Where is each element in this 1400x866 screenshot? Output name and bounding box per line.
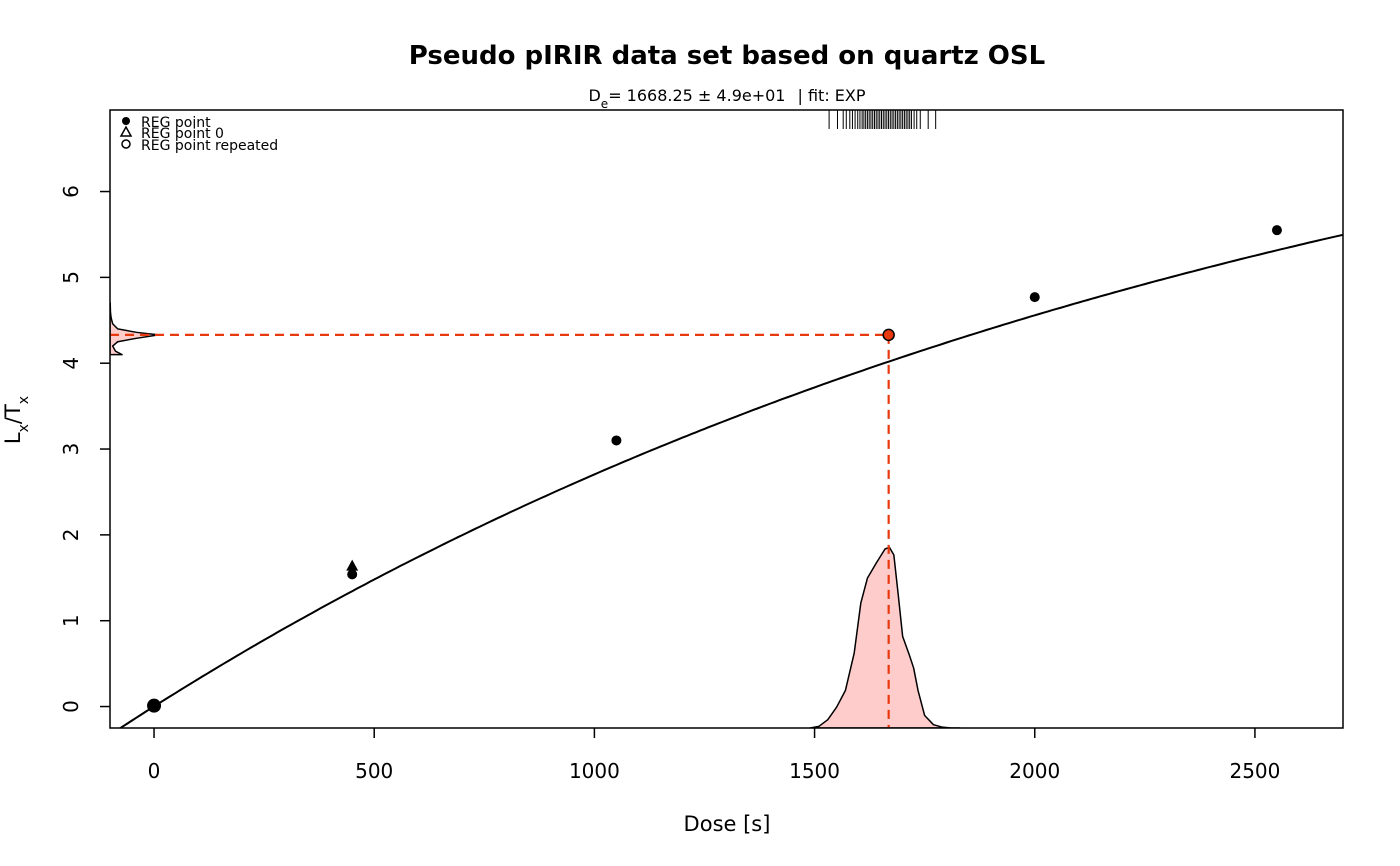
dose-density-area [809,546,961,728]
y-tick-label: 2 [59,529,83,542]
x-axis-label: Dose [s] [684,812,771,836]
fit-curve [118,233,1343,728]
x-tick-label: 2500 [1229,759,1280,783]
legend: REG point REG point 0 REG point repeated [119,115,278,154]
lx-density-area [110,302,160,356]
legend-symbol-open-triangle [119,125,133,137]
y-tick-label: 6 [59,185,83,198]
reg-point [1029,292,1040,303]
y-tick-label: 0 [59,700,83,713]
x-tick-label: 0 [148,759,161,783]
y-tick-label: 1 [59,614,83,627]
plot-frame [109,109,1344,729]
reg-point [1271,225,1282,236]
reg-point [147,698,162,713]
de-point [882,328,895,342]
legend-label-reg-point-repeated: REG point repeated [141,138,278,154]
reg-point [347,569,358,580]
legend-symbol-open-circle [121,139,131,149]
reg-point-triangle [346,559,359,571]
x-axis: 0 500 1000 1500 2000 2500 [148,728,1280,783]
plot-area [110,110,1343,728]
chart-subtitle: De= 1668.25 ± 4.9e+01 | fit: EXP [588,86,865,111]
y-tick-label: 4 [59,357,83,370]
y-tick-label: 3 [59,443,83,456]
y-tick-label: 5 [59,271,83,284]
x-tick-label: 1500 [789,759,840,783]
x-tick-label: 1000 [569,759,620,783]
y-axis-label: Lx/Tx [1,396,32,444]
legend-label-reg-point-0: REG point 0 [141,126,224,142]
reg-point [611,435,622,446]
chart-title: Pseudo pIRIR data set based on quartz OS… [409,41,1045,71]
legend-label-reg-point: REG point [141,115,211,131]
y-axis: 0 1 2 3 4 5 6 [59,185,110,713]
x-tick-label: 2000 [1009,759,1060,783]
legend-symbol-filled-circle [122,117,130,125]
x-tick-label: 500 [355,759,393,783]
